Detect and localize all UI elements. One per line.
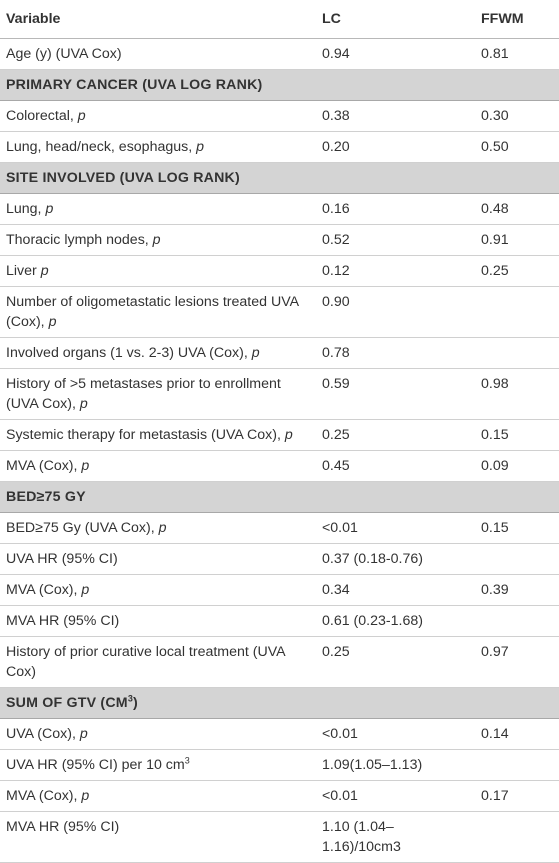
table-row: Lung, head/neck, esophagus, p 0.20 0.50 [0,131,559,163]
table-row: Involved organs (1 vs. 2-3) UVA (Cox), p… [0,337,559,369]
ffwm-value: 0.48 [475,193,559,225]
table-row: UVA HR (95% CI) 0.37 (0.18-0.76) [0,543,559,575]
row-label: MVA HR (95% CI) [0,811,316,863]
header-lc: LC [316,0,475,39]
ffwm-value: 0.15 [475,512,559,544]
lc-value: 0.25 [316,419,475,451]
table-row: Systemic therapy for metastasis (UVA Cox… [0,419,559,451]
lc-value: 1.10 (1.04–1.16)/10cm3 [316,811,475,863]
table-row: History of >5 metastases prior to enroll… [0,368,559,420]
lc-value: 0.12 [316,255,475,287]
table-row: MVA HR (95% CI) 1.10 (1.04–1.16)/10cm3 [0,811,559,863]
section-title: BED≥75 GY [0,481,559,513]
row-label: Number of oligometastatic lesions treate… [0,286,316,338]
lc-value: <0.01 [316,512,475,544]
ffwm-value: 0.81 [475,38,559,70]
ffwm-value [475,543,559,575]
lc-value: 0.61 (0.23-1.68) [316,605,475,637]
row-label: History of >5 metastases prior to enroll… [0,368,316,420]
table-row: UVA (Cox), p <0.01 0.14 [0,718,559,750]
table-row: Number of oligometastatic lesions treate… [0,286,559,338]
table-row: Age (y) (UVA Cox) 0.94 0.81 [0,38,559,70]
lc-value: <0.01 [316,780,475,812]
header-ffwm: FFWM [475,0,559,39]
lc-value: 0.78 [316,337,475,369]
ffwm-value: 0.17 [475,780,559,812]
row-label: UVA (Cox), p [0,718,316,750]
table-row: Colorectal, p 0.38 0.30 [0,100,559,132]
section-header-primary-cancer: PRIMARY CANCER (UVA LOG RANK) [0,69,559,101]
table-row: MVA HR (95% CI) 0.61 (0.23-1.68) [0,605,559,637]
row-label: MVA HR (95% CI) [0,605,316,637]
ffwm-value [475,605,559,637]
ffwm-value: 0.39 [475,574,559,606]
row-label: UVA HR (95% CI) per 10 cm3 [0,749,316,781]
row-label: Lung, p [0,193,316,225]
lc-value: 0.20 [316,131,475,163]
lc-value: <0.01 [316,718,475,750]
lc-value: 1.09(1.05–1.13) [316,749,475,781]
section-title: SITE INVOLVED (UVA LOG RANK) [0,162,559,194]
ffwm-value: 0.30 [475,100,559,132]
lc-value: 0.52 [316,224,475,256]
row-label: BED≥75 Gy (UVA Cox), p [0,512,316,544]
section-title: SUM OF GTV (CM3) [0,687,559,719]
row-label: Thoracic lymph nodes, p [0,224,316,256]
row-label: Lung, head/neck, esophagus, p [0,131,316,163]
ffwm-value: 0.25 [475,255,559,287]
row-label: Age (y) (UVA Cox) [0,38,316,70]
lc-value: 0.16 [316,193,475,225]
ffwm-value: 0.50 [475,131,559,163]
row-label: Colorectal, p [0,100,316,132]
header-variable: Variable [0,0,316,39]
section-header-site-involved: SITE INVOLVED (UVA LOG RANK) [0,162,559,194]
header-row: Variable LC FFWM [0,0,559,39]
row-label: MVA (Cox), p [0,574,316,606]
lc-value: 0.59 [316,368,475,420]
table-row: BED≥75 Gy (UVA Cox), p <0.01 0.15 [0,512,559,544]
table-row: MVA (Cox), p <0.01 0.17 [0,780,559,812]
row-label: Involved organs (1 vs. 2-3) UVA (Cox), p [0,337,316,369]
ffwm-value [475,337,559,369]
table-row: History of prior curative local treatmen… [0,636,559,688]
lc-value: 0.37 (0.18-0.76) [316,543,475,575]
ffwm-value: 0.14 [475,718,559,750]
row-label: MVA (Cox), p [0,780,316,812]
ffwm-value: 0.09 [475,450,559,482]
row-label: UVA HR (95% CI) [0,543,316,575]
table-row: UVA HR (95% CI) per 10 cm3 1.09(1.05–1.1… [0,749,559,781]
table-row: MVA (Cox), p 0.45 0.09 [0,450,559,482]
ffwm-value [475,811,559,863]
ffwm-value [475,749,559,781]
table-row: MVA (Cox), p 0.34 0.39 [0,574,559,606]
ffwm-value [475,286,559,338]
table-row: Liver p 0.12 0.25 [0,255,559,287]
lc-value: 0.94 [316,38,475,70]
lc-value: 0.38 [316,100,475,132]
section-header-gtv: SUM OF GTV (CM3) [0,687,559,719]
row-label: MVA (Cox), p [0,450,316,482]
row-label: History of prior curative local treatmen… [0,636,316,688]
ffwm-value: 0.91 [475,224,559,256]
ffwm-value: 0.15 [475,419,559,451]
table-row: Lung, p 0.16 0.48 [0,193,559,225]
lc-value: 0.34 [316,574,475,606]
lc-value: 0.90 [316,286,475,338]
row-label: Systemic therapy for metastasis (UVA Cox… [0,419,316,451]
ffwm-value: 0.98 [475,368,559,420]
lc-value: 0.45 [316,450,475,482]
section-title: PRIMARY CANCER (UVA LOG RANK) [0,69,559,101]
ffwm-value: 0.97 [475,636,559,688]
section-header-bed: BED≥75 GY [0,481,559,513]
lc-value: 0.25 [316,636,475,688]
row-label: Liver p [0,255,316,287]
table-row: Thoracic lymph nodes, p 0.52 0.91 [0,224,559,256]
